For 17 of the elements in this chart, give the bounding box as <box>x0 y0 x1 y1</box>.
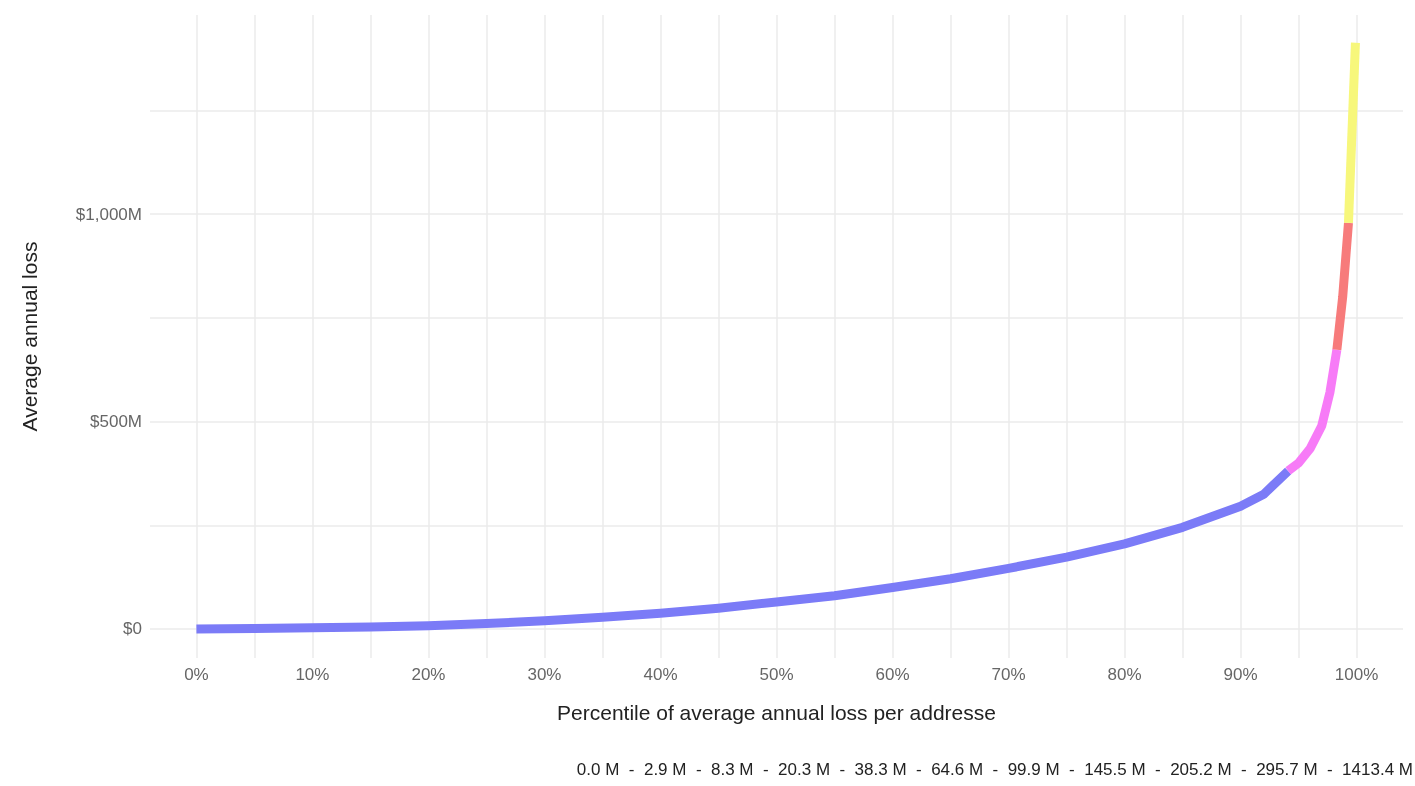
x-tick-label: 100% <box>1334 665 1379 684</box>
x-tick-label: 20% <box>411 665 446 684</box>
y-axis-title: Average annual loss <box>18 241 41 432</box>
text: 0.0 M - 2.9 M - 8.3 M - 20.3 M - 38.3 M - 64.6 M - 99.9 M - 145.5 M - 205.2 M - 295.7 M - 1413.4 M <box>576 760 1414 779</box>
x-tick-label: 60% <box>875 665 910 684</box>
x-tick-label: 50% <box>759 665 794 684</box>
x-tick-label: 80% <box>1107 665 1142 684</box>
x-tick-label: 70% <box>991 665 1026 684</box>
x-tick-label: 10% <box>295 665 330 684</box>
y-tick-label: $500M <box>90 412 142 432</box>
x-tick-label: 90% <box>1223 665 1258 684</box>
x-tick-label: 0% <box>184 665 209 684</box>
y-tick-label: $0 <box>123 619 142 639</box>
x-tick-label: 40% <box>643 665 678 684</box>
x-tick-label: 30% <box>527 665 562 684</box>
y-tick-label: $1,000M <box>75 204 142 224</box>
x-axis-title: Percentile of average annual loss per addresse <box>557 701 996 724</box>
